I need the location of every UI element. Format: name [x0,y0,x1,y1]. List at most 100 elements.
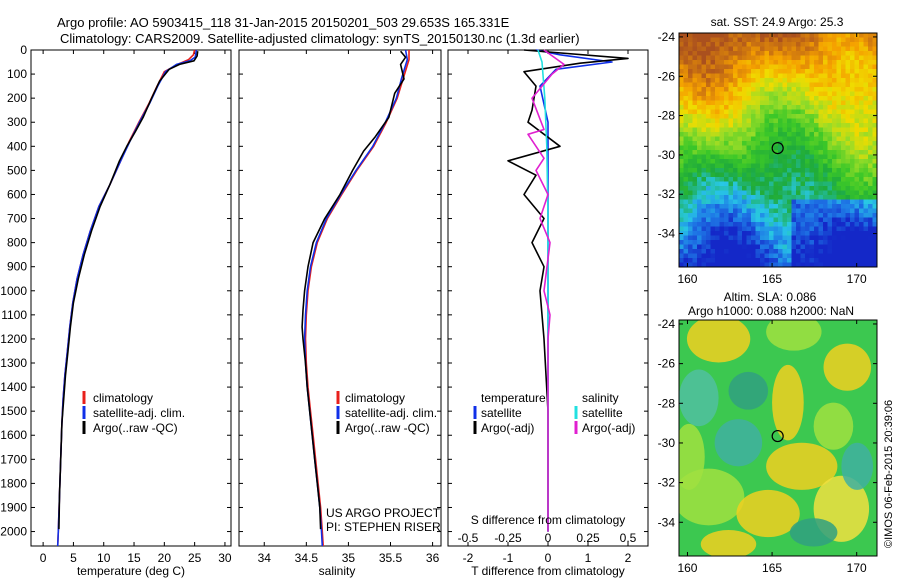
sst-cell [688,73,693,79]
sst-cell [755,145,761,151]
sst-cell [692,186,698,191]
sst-cell [719,217,725,223]
sst-cell [706,87,711,92]
sst-cell [791,136,797,142]
sst-cell [751,78,756,83]
sst-cell [805,64,810,70]
sst-cell [805,172,810,178]
y-tick-label: 0 [20,43,27,57]
legend-label-sal-argo: Argo(-adj) [582,421,635,435]
sst-cell [859,132,864,137]
salinity-x-axis-label: salinity [319,564,356,578]
sst-cell [823,91,828,97]
sst-cell [791,217,797,223]
sst-cell [841,123,846,128]
sst-cell [746,136,752,142]
sst-cell [692,181,698,187]
difference-top-axis-label: S difference from climatology [471,513,626,527]
sst-cell [800,109,806,115]
sst-cell [728,235,734,241]
project-credit-line-2: PI: STEPHEN RISER [326,520,441,534]
sst-cell [755,123,761,128]
sst-cell [728,231,734,236]
sst-cell [814,114,819,119]
sst-cell [845,109,851,115]
sst-cell [827,109,833,115]
sst-cell [683,118,689,124]
sst-cell [800,150,806,155]
sst-cell [809,42,815,47]
sst-cell [841,100,846,106]
sst-cell [841,55,846,61]
sst-cell [845,177,851,182]
sst-cell [845,240,851,245]
sst-cell [728,78,734,83]
sst-cell [751,199,756,205]
sst-cell [800,163,806,169]
sst-cell [787,244,792,250]
sst-cell [724,195,729,200]
sst-cell [688,60,693,65]
sst-cell [706,222,711,227]
sst-cell [697,222,702,227]
sst-cell [760,145,765,151]
sst-cell [733,258,738,263]
sst-cell [854,168,860,173]
sst-cell [814,204,819,209]
sst-cell [787,100,792,106]
sst-cell [737,33,743,38]
sst-cell [841,73,846,79]
sst-cell [791,42,797,47]
sst-cell [796,154,801,160]
sst-cell [764,87,770,92]
sst-cell [773,222,779,227]
sst-cell [728,217,734,223]
sst-cell [701,226,707,232]
sst-cell [769,69,774,74]
sst-cell [728,195,734,200]
sst-cell [737,208,743,214]
sst-cell [692,226,698,232]
sst-cell [679,249,684,254]
sst-cell [751,186,756,191]
sst-cell [845,172,851,178]
sst-cell [872,262,877,267]
sst-cell [836,55,842,61]
sst-cell [692,240,698,245]
sst-cell [787,213,792,218]
sst-cell [872,136,877,142]
sst-cell [850,105,855,110]
sst-cell [823,114,828,119]
sst-cell [823,100,828,106]
sst-cell [683,141,689,146]
sst-cell [796,168,801,173]
sst-cell [872,172,877,178]
sst-cell [854,240,860,245]
y-tick-label: 400 [7,139,27,153]
secondary-x-tick-label: -0.25 [494,531,522,545]
sst-cell [850,55,855,61]
sst-cell [854,253,860,259]
sst-cell [697,213,702,218]
sst-cell [755,118,761,124]
map-x-tick-label: 165 [762,561,782,575]
sst-cell [737,82,743,88]
sst-cell [769,87,774,92]
sst-cell [746,127,752,133]
sst-cell [683,114,689,119]
sst-cell [764,244,770,250]
sst-cell [818,172,824,178]
sst-cell [710,235,716,241]
sst-cell [710,46,716,52]
sst-cell [742,145,747,151]
sst-cell [769,123,774,128]
sst-cell [791,235,797,241]
sst-cell [796,213,801,218]
sst-cell [692,78,698,83]
sst-cell [845,100,851,106]
sst-cell [706,177,711,182]
sst-cell [863,73,869,79]
sst-cell [760,100,765,106]
sst-cell [778,159,783,164]
sst-cell [836,208,842,214]
